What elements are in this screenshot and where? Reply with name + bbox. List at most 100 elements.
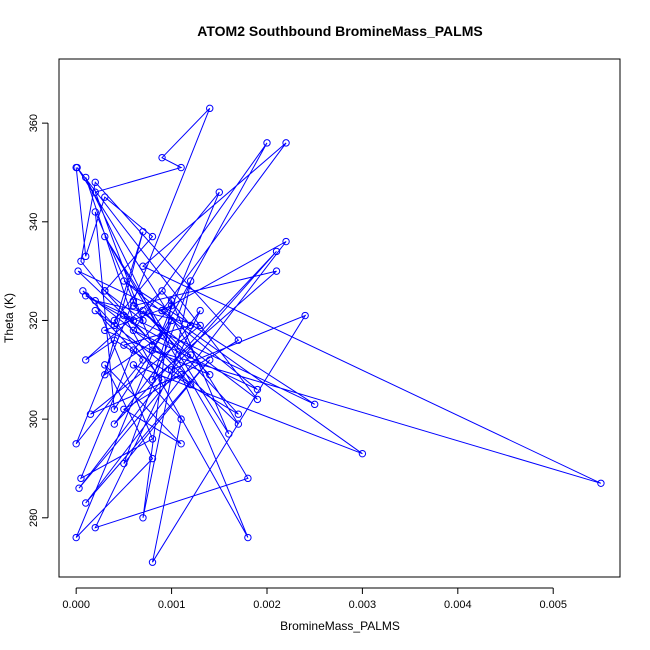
data-point	[120, 341, 128, 349]
data-point	[91, 188, 99, 196]
data-point	[110, 321, 119, 330]
data-point	[272, 247, 281, 256]
data-point	[253, 385, 262, 394]
data-point	[101, 287, 109, 295]
data-point	[167, 301, 176, 310]
data-point	[310, 400, 319, 409]
data-point	[148, 346, 157, 354]
x-axis-label: BromineMass_PALMS	[280, 619, 400, 633]
data-point	[158, 153, 166, 162]
data-point	[82, 356, 90, 364]
y-tick-label: 320	[28, 311, 40, 329]
data-point	[74, 267, 82, 275]
data-point	[301, 311, 309, 320]
data-point	[91, 297, 99, 305]
data-point	[148, 454, 157, 463]
data-point	[79, 287, 87, 295]
data-point	[101, 361, 109, 369]
data-point	[120, 405, 128, 413]
data-point	[272, 267, 281, 275]
data-point	[82, 252, 90, 261]
data-point	[597, 479, 605, 487]
data-point	[177, 163, 185, 172]
data-point	[77, 257, 85, 265]
data-point	[82, 499, 90, 507]
y-tick-label: 340	[28, 213, 40, 231]
data-point	[186, 321, 195, 330]
data-point	[101, 326, 109, 335]
data-point	[167, 316, 176, 325]
data-point	[86, 410, 95, 418]
data-point	[129, 346, 138, 354]
data-point	[215, 188, 223, 196]
data-point	[282, 237, 290, 246]
data-point	[158, 375, 166, 384]
x-tick-label: 0.001	[158, 599, 186, 611]
data-point	[177, 415, 185, 423]
data-point	[158, 331, 166, 339]
y-tick-label: 300	[28, 410, 40, 428]
data-point	[158, 306, 166, 315]
data-point	[263, 139, 271, 147]
data-point	[72, 533, 80, 542]
x-tick-label: 0.004	[444, 599, 472, 611]
data-point	[110, 420, 119, 428]
data-point	[77, 474, 85, 483]
y-axis-label: Theta (K)	[2, 293, 16, 343]
data-point	[139, 316, 147, 325]
data-point	[196, 306, 204, 315]
data-point	[234, 410, 243, 418]
data-point	[234, 336, 243, 344]
y-tick-label: 280	[28, 509, 40, 527]
data-point	[91, 523, 99, 532]
data-point	[120, 311, 128, 320]
x-tick-label: 0.000	[62, 599, 90, 611]
data-point	[139, 356, 147, 364]
data-point	[129, 297, 138, 305]
data-point	[177, 371, 185, 379]
data-point	[244, 474, 252, 483]
data-point	[158, 287, 166, 295]
data-point	[82, 173, 90, 182]
data-point	[148, 558, 157, 566]
data-point	[139, 227, 147, 236]
data-point	[139, 514, 147, 522]
data-point	[129, 316, 138, 325]
data-point	[186, 351, 195, 359]
data-point	[206, 104, 214, 113]
data-point	[129, 326, 138, 335]
plot-frame	[58, 58, 621, 578]
data-point	[91, 306, 99, 315]
data-point	[101, 232, 109, 241]
data-point	[225, 430, 233, 438]
data-point	[196, 321, 204, 330]
data-point	[110, 316, 119, 325]
data-point	[120, 459, 128, 468]
data-point	[101, 371, 109, 379]
data-point	[234, 420, 243, 428]
data-point	[73, 163, 81, 172]
data-point	[253, 395, 262, 404]
data-point	[148, 341, 157, 349]
data-point	[139, 306, 147, 315]
x-tick-label: 0.005	[539, 599, 567, 611]
data-point	[148, 232, 157, 241]
data-point	[186, 277, 195, 285]
data-point	[148, 375, 157, 384]
data-point	[206, 371, 214, 379]
data-point	[91, 178, 99, 187]
data-point	[206, 356, 214, 364]
data-point	[139, 262, 147, 270]
data-point	[101, 193, 109, 201]
data-point	[167, 366, 176, 374]
y-axis: 280 300 320 340 360	[28, 114, 49, 527]
data-point	[91, 208, 99, 216]
data-point	[110, 405, 119, 413]
y-tick-label: 360	[28, 114, 40, 132]
chart-title: ATOM2 Southbound BromineMass_PALMS	[197, 23, 482, 39]
data-point	[75, 484, 83, 492]
data-point	[358, 449, 367, 458]
series-line	[75, 107, 602, 563]
data-point	[282, 139, 290, 147]
